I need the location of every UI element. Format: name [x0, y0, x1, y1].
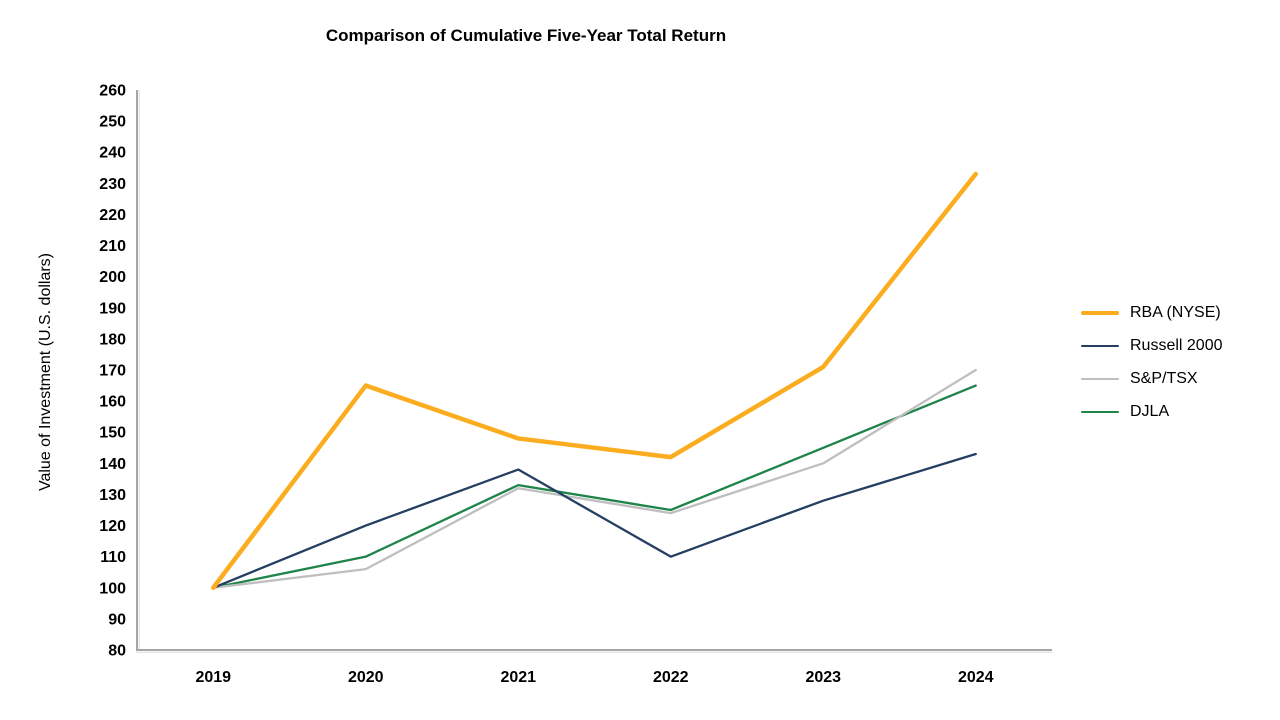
y-axis-tick-label: 110	[100, 549, 126, 566]
y-axis-tick-label: 130	[99, 487, 126, 504]
y-axis-tick-label: 260	[99, 83, 126, 100]
series-line-rba-nyse	[211, 171, 978, 591]
x-axis-tick-label: 2024	[958, 669, 994, 686]
x-axis-tick-label: 2020	[348, 669, 384, 686]
x-axis-tick-label: 2023	[805, 669, 841, 686]
y-axis-tick-label: 190	[99, 300, 126, 317]
legend-label-s-p-tsx: S&P/TSX	[1130, 370, 1198, 387]
y-axis-tick-label: 170	[99, 363, 126, 380]
y-axis-tick-label: 120	[99, 518, 126, 535]
legend: RBA (NYSE) Russell 2000 S&P/TSX DJLA	[1081, 303, 1223, 422]
legend-item-russell-2000: Russell 2000	[1081, 336, 1223, 356]
y-axis-tick-label: 220	[99, 207, 126, 224]
y-axis-tick-label: 250	[99, 114, 126, 131]
x-axis-tick-label: 2021	[500, 669, 536, 686]
y-axis-tick-label: 180	[99, 331, 126, 348]
legend-label-russell-2000: Russell 2000	[1130, 337, 1223, 354]
y-axis-tick-label: 140	[99, 456, 126, 473]
y-axis-tick-label: 240	[99, 145, 126, 162]
series-line-russell-2000	[212, 452, 977, 589]
legend-item-djla: DJLA	[1081, 402, 1223, 422]
x-axis-tick-label: 2019	[195, 669, 231, 686]
series-line-djla	[212, 384, 977, 589]
legend-item-s-p-tsx: S&P/TSX	[1081, 369, 1223, 389]
legend-item-rba-nyse: RBA (NYSE)	[1081, 303, 1223, 323]
y-axis-tick-label: 160	[99, 394, 126, 411]
legend-label-djla: DJLA	[1130, 403, 1170, 420]
y-axis-tick-label: 230	[99, 176, 126, 193]
series-line-s-p-tsx	[212, 368, 977, 589]
x-axis-tick-label: 2022	[653, 669, 689, 686]
y-axis-tick-label: 100	[99, 580, 126, 597]
legend-swatch-s-p-tsx	[1081, 377, 1119, 381]
y-axis-tick-label: 80	[108, 643, 126, 660]
legend-swatch-rba-nyse	[1081, 310, 1119, 316]
y-axis-tick-label: 200	[99, 269, 126, 286]
legend-label-rba-nyse: RBA (NYSE)	[1130, 304, 1221, 321]
legend-swatch-russell-2000	[1081, 344, 1119, 348]
y-axis-tick-label: 210	[99, 238, 126, 255]
legend-swatch-djla	[1081, 410, 1119, 414]
y-axis-tick-label: 90	[108, 611, 126, 628]
y-axis-tick-label: 150	[99, 425, 126, 442]
chart-title: Comparison of Cumulative Five-Year Total…	[325, 26, 727, 45]
